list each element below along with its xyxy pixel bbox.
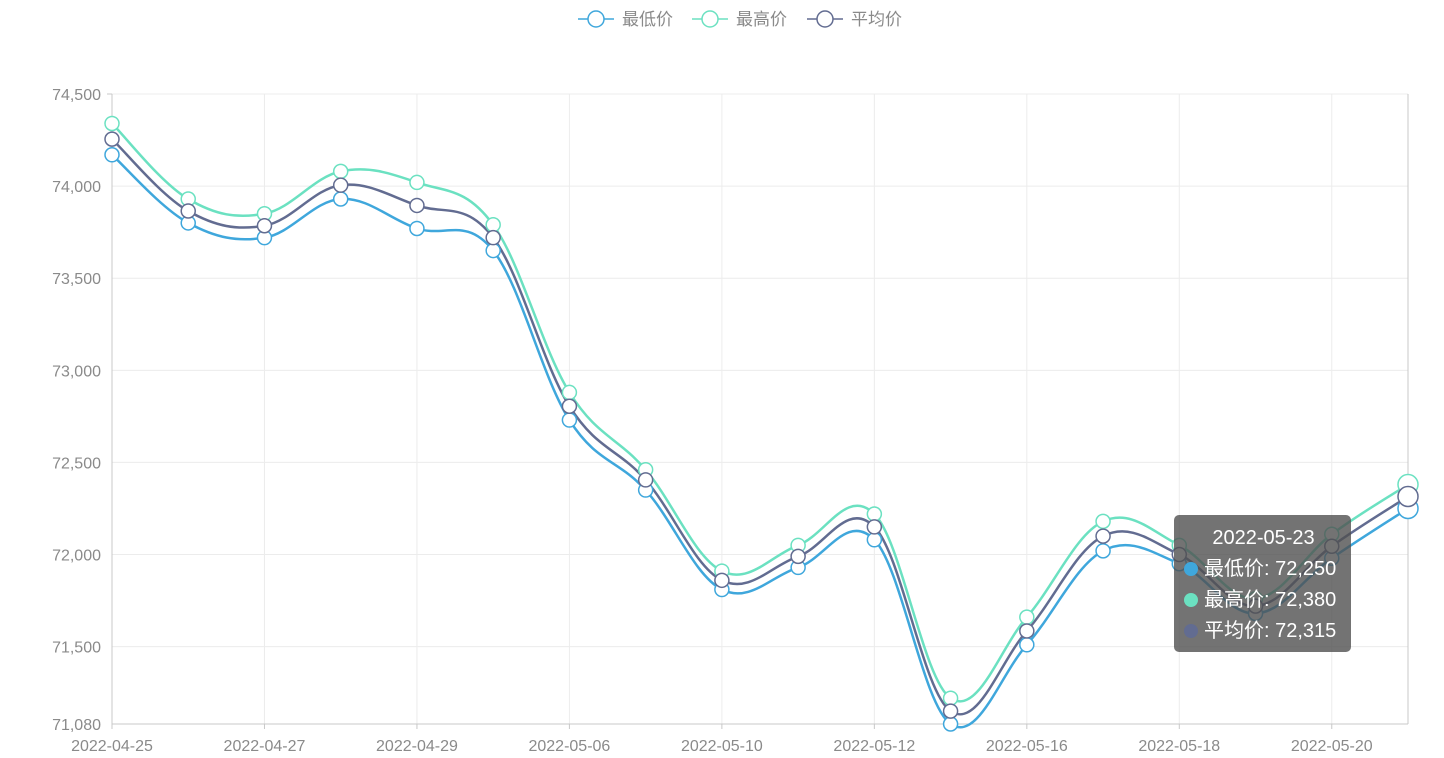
x-tick-label: 2022-05-06 — [528, 738, 610, 755]
tooltip-row-avg: 平均价: 72,315 — [1184, 616, 1343, 647]
data-point-avg — [714, 572, 730, 589]
data-point-avg — [1019, 623, 1035, 639]
data-point-avg — [104, 131, 120, 147]
tooltip-row-max: 最高价: 72,380 — [1184, 585, 1343, 616]
data-point-avg — [332, 177, 349, 193]
tooltip-dot-icon — [1184, 593, 1198, 607]
data-point-max — [104, 115, 120, 132]
data-point-avg — [561, 398, 578, 414]
tooltip-row-min: 最低价: 72,250 — [1184, 554, 1343, 585]
data-point-avg — [790, 548, 806, 565]
y-tick-label: 72,500 — [52, 455, 101, 472]
data-point-max — [1095, 513, 1111, 530]
legend-item-avg-icon — [816, 10, 834, 28]
data-point-avg — [256, 217, 273, 234]
data-point-avg — [1397, 485, 1419, 508]
tooltip-title: 2022-05-23 — [1212, 527, 1315, 549]
tooltip-row-label: 平均价: 72,315 — [1204, 620, 1337, 642]
tooltip-row-label: 最高价: 72,380 — [1204, 589, 1337, 611]
data-point-min — [1095, 543, 1111, 559]
legend-item-avg-label: 平均价 — [851, 10, 902, 29]
legend-item-min-label: 最低价 — [622, 10, 673, 29]
tooltip-dot-icon — [1184, 562, 1198, 576]
data-point-max — [561, 384, 578, 401]
x-tick-label: 2022-04-27 — [224, 738, 306, 755]
data-point-min — [104, 147, 120, 163]
x-tick-label: 2022-04-29 — [376, 738, 458, 755]
data-point-max — [1019, 609, 1035, 625]
legend-item-min-icon — [587, 10, 605, 28]
x-tick-label: 2022-05-12 — [833, 738, 915, 755]
x-tick-label: 2022-05-16 — [986, 738, 1068, 755]
y-tick-label: 71,500 — [52, 640, 101, 657]
y-tick-label: 74,000 — [52, 179, 101, 196]
data-point-avg — [1095, 528, 1111, 544]
data-point-min — [1019, 637, 1035, 653]
x-tick-label: 2022-05-18 — [1138, 738, 1220, 755]
data-point-avg — [637, 472, 654, 488]
x-tick-label: 2022-05-10 — [681, 738, 763, 755]
data-point-min — [942, 716, 959, 732]
data-point-max — [332, 163, 349, 180]
y-tick-label: 72,000 — [52, 548, 101, 565]
chart-tooltip: 2022-05-23 最低价: 72,250 最高价: 72,380 平均价: … — [1174, 515, 1351, 652]
data-point-avg — [485, 229, 501, 246]
y-tick-label: 74,500 — [52, 87, 101, 104]
data-point-avg — [409, 197, 425, 214]
x-tick-label: 2022-04-25 — [71, 738, 153, 755]
data-point-min — [866, 532, 883, 548]
tooltip-row-label: 最低价: 72,250 — [1204, 558, 1337, 580]
data-point-avg — [180, 203, 196, 219]
data-point-min — [332, 191, 349, 207]
data-point-max — [866, 506, 883, 522]
data-point-min — [485, 242, 501, 259]
y-tick-label: 73,000 — [52, 363, 101, 380]
data-point-max — [485, 217, 501, 233]
data-point-avg — [942, 703, 959, 719]
legend-item-max-label: 最高价 — [736, 10, 787, 29]
data-point-max — [942, 690, 959, 706]
y-tick-label: 71,080 — [52, 717, 101, 734]
data-point-max — [409, 174, 425, 191]
data-point-avg — [866, 519, 883, 535]
data-point-min — [561, 412, 578, 428]
y-tick-label: 73,500 — [52, 271, 101, 288]
legend-item-max-icon — [701, 10, 719, 28]
data-point-min — [409, 220, 425, 237]
tooltip-dot-icon — [1184, 624, 1198, 638]
x-tick-label: 2022-05-20 — [1291, 738, 1373, 755]
